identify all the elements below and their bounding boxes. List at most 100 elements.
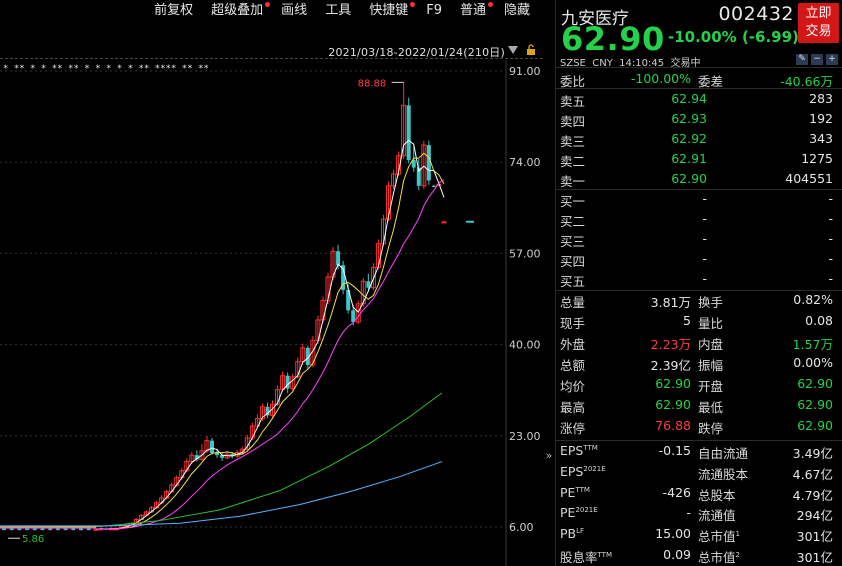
max-price-label: 88.88 (358, 78, 387, 89)
range-divider (0, 58, 543, 59)
order-book-row[interactable]: 卖一 62.90 404551 (556, 169, 842, 189)
candle-body (391, 173, 397, 187)
toolbar-button[interactable]: 快捷键 (360, 0, 417, 22)
level-price: - (702, 191, 707, 206)
toolbar-button[interactable]: 画线 (281, 3, 308, 18)
level-price: 62.93 (671, 111, 707, 126)
metric-value: 301亿 (796, 550, 833, 565)
event-markers[interactable]: * ** * * ** ** * * * * * ** **** ** ** (3, 64, 209, 74)
level-price: 62.94 (671, 91, 707, 106)
date-range-bar: 2021/03/18-2022/01/24(210日) (0, 42, 543, 60)
date-range-label[interactable]: 2021/03/18-2022/01/24(210日) (328, 46, 505, 59)
metric-label: PETTM (560, 484, 590, 500)
stat-label: 均价 (560, 379, 586, 394)
level-volume: - (828, 271, 833, 286)
stat-label: 总量 (560, 295, 586, 310)
currency: CNY (592, 58, 613, 69)
collapse-panel-icon[interactable]: » (545, 449, 553, 462)
level-label: 卖二 (560, 154, 586, 169)
candle-body (406, 105, 411, 161)
stats-row: 外盘 2.23万 内盘 1.57万 (556, 332, 842, 352)
candle-body (199, 450, 205, 460)
notification-dot-icon (265, 2, 271, 7)
level-label: 卖三 (560, 134, 586, 149)
edit-icon[interactable]: ✎ (796, 54, 808, 65)
level-volume: 343 (809, 131, 833, 146)
stat-value: 5 (683, 313, 691, 328)
stat-label: 量比 (698, 316, 724, 331)
level-label: 买三 (560, 234, 586, 249)
level-price: - (702, 231, 707, 246)
candle-body (79, 528, 83, 531)
toolbar-button[interactable]: F9 (426, 3, 442, 18)
candle-body (360, 280, 366, 305)
candle-body (341, 265, 346, 290)
trade-button[interactable]: 立即 交易 (798, 3, 839, 43)
candle-body (441, 221, 447, 224)
order-book-row[interactable]: 卖四 62.93 192 (556, 109, 842, 129)
stats-row: 最高 62.90 最低 62.90 (556, 395, 842, 415)
toolbar-button[interactable]: 普通 (451, 0, 495, 22)
stat-label: 涨停 (560, 421, 586, 436)
quote-time: 14:10:45 (619, 58, 665, 69)
divider (556, 440, 842, 441)
level-label: 卖四 (560, 114, 586, 129)
stat-label: 外盘 (560, 337, 586, 352)
y-tick-label: 57.00 (509, 247, 541, 260)
lock-icon[interactable] (525, 44, 537, 56)
metric-value: 294亿 (796, 508, 833, 524)
metric-label: 总股本 (698, 487, 736, 503)
ma120-line (0, 461, 443, 527)
stat-value: 3.81万 (650, 295, 691, 310)
toolbar-button[interactable]: 工具 (325, 3, 352, 18)
stat-value: 2.23万 (650, 337, 691, 352)
candle-body (336, 251, 341, 266)
plus-icon[interactable]: + (826, 54, 838, 65)
candle-body (230, 454, 235, 457)
candle-body (431, 185, 436, 188)
metric-value: 15.00 (655, 526, 691, 542)
order-book-row[interactable]: 卖三 62.92 343 (556, 129, 842, 149)
range-dropdown-icon[interactable] (508, 46, 518, 54)
candle-body (305, 347, 310, 365)
chart-pane[interactable]: 前复权 超级叠加 画线 工具 快捷键 F9 普通 隐藏 2021/03/18-2022/01/… (0, 0, 543, 566)
order-book-row[interactable]: 买五 - - (556, 269, 842, 289)
order-book-row[interactable]: 买四 - - (556, 249, 842, 269)
order-book-row[interactable]: 买二 - - (556, 209, 842, 229)
diff-value: -40.66万 (780, 74, 833, 89)
min-price-label: 5.86 (22, 534, 44, 545)
stat-label: 内盘 (698, 337, 724, 352)
ma5-line (95, 139, 445, 530)
order-book-row[interactable]: 卖二 62.91 1275 (556, 149, 842, 169)
level-price: - (702, 251, 707, 266)
divider (556, 88, 842, 89)
level-volume: 1275 (801, 151, 833, 166)
level-label: 买二 (560, 214, 586, 229)
metric-value: 4.67亿 (792, 466, 833, 482)
level-price: 62.91 (671, 151, 707, 166)
candle-body (265, 406, 270, 416)
candle-body (215, 452, 220, 456)
change-percent: -10.00% (668, 28, 737, 46)
order-book-row[interactable]: 买一 - - (556, 189, 842, 209)
candle-body (9, 528, 14, 531)
candlestick-chart[interactable]: 91.00 74.00 57.00 40.00 23.00 6.00 * ** * * **… (0, 60, 543, 566)
fundamentals-row: PETTM -426 总股本 4.79亿 (556, 483, 842, 503)
toolbar-button[interactable]: 隐藏 (503, 3, 530, 18)
order-book-row[interactable]: 卖五 62.94 283 (556, 89, 842, 109)
order-book-row[interactable]: 买三 - - (556, 229, 842, 249)
stat-label: 跌停 (698, 421, 724, 436)
level-label: 买一 (560, 194, 586, 209)
toolbar-button[interactable]: 前复权 (154, 3, 194, 18)
metric-label: EPS2021E (560, 463, 606, 479)
metric-label: PBLF (560, 526, 585, 542)
level-volume: - (828, 191, 833, 206)
minus-icon[interactable]: − (811, 54, 823, 65)
quote-panel: 九安医疗 002432 立即 交易 62.90 -10.00% (-6.99) … (555, 0, 842, 566)
ma60-line (0, 392, 443, 528)
candle-body (55, 528, 60, 531)
notification-dot-icon (410, 2, 416, 7)
stat-value: 0.82% (793, 292, 833, 307)
market-info: SZSE CNY 14:10:45 交易中 (560, 54, 700, 69)
toolbar-button[interactable]: 超级叠加 (202, 0, 272, 22)
